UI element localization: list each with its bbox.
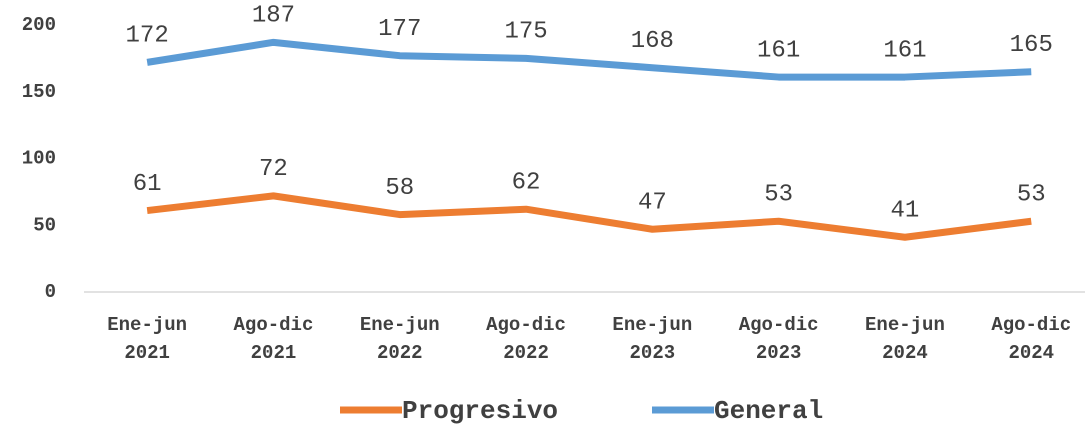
data-label: 47 — [638, 190, 667, 217]
data-label: 175 — [504, 19, 547, 46]
x-tick-label: Ene-jun 2022 — [360, 314, 440, 364]
y-tick-label: 50 — [33, 214, 56, 236]
data-label: 177 — [378, 16, 421, 43]
x-tick-label: Ago-dic 2021 — [234, 314, 314, 364]
x-tick-label: Ago-dic 2024 — [991, 314, 1071, 364]
line — [146, 192, 1032, 241]
y-tick-label: 200 — [22, 14, 56, 36]
data-label: 161 — [883, 37, 926, 64]
x-tick-label: Ene-jun 2023 — [612, 314, 692, 364]
data-label: 61 — [133, 171, 162, 198]
data-label: 53 — [764, 182, 793, 209]
data-label: 168 — [631, 28, 674, 55]
data-label: 53 — [1017, 182, 1046, 209]
y-tick-label: 150 — [22, 81, 56, 103]
x-tick-label: Ago-dic 2022 — [486, 314, 566, 364]
x-tick-label: Ene-jun 2024 — [865, 314, 945, 364]
data-label: 41 — [891, 198, 920, 225]
data-label: 62 — [512, 170, 541, 197]
x-tick-label: Ago-dic 2023 — [739, 314, 819, 364]
data-label: 161 — [757, 37, 800, 64]
data-label: 72 — [259, 156, 288, 183]
legend-label: Progresivo — [402, 396, 558, 425]
data-label: 172 — [126, 23, 169, 50]
x-tick-label: Ene-jun 2021 — [107, 314, 187, 364]
legend-label: General — [714, 396, 823, 425]
data-label: 58 — [385, 175, 414, 202]
line — [146, 38, 1032, 81]
data-label: 165 — [1010, 32, 1053, 59]
y-tick-label: 100 — [22, 148, 56, 170]
data-label: 187 — [252, 3, 295, 30]
y-tick-label: 0 — [45, 281, 56, 303]
